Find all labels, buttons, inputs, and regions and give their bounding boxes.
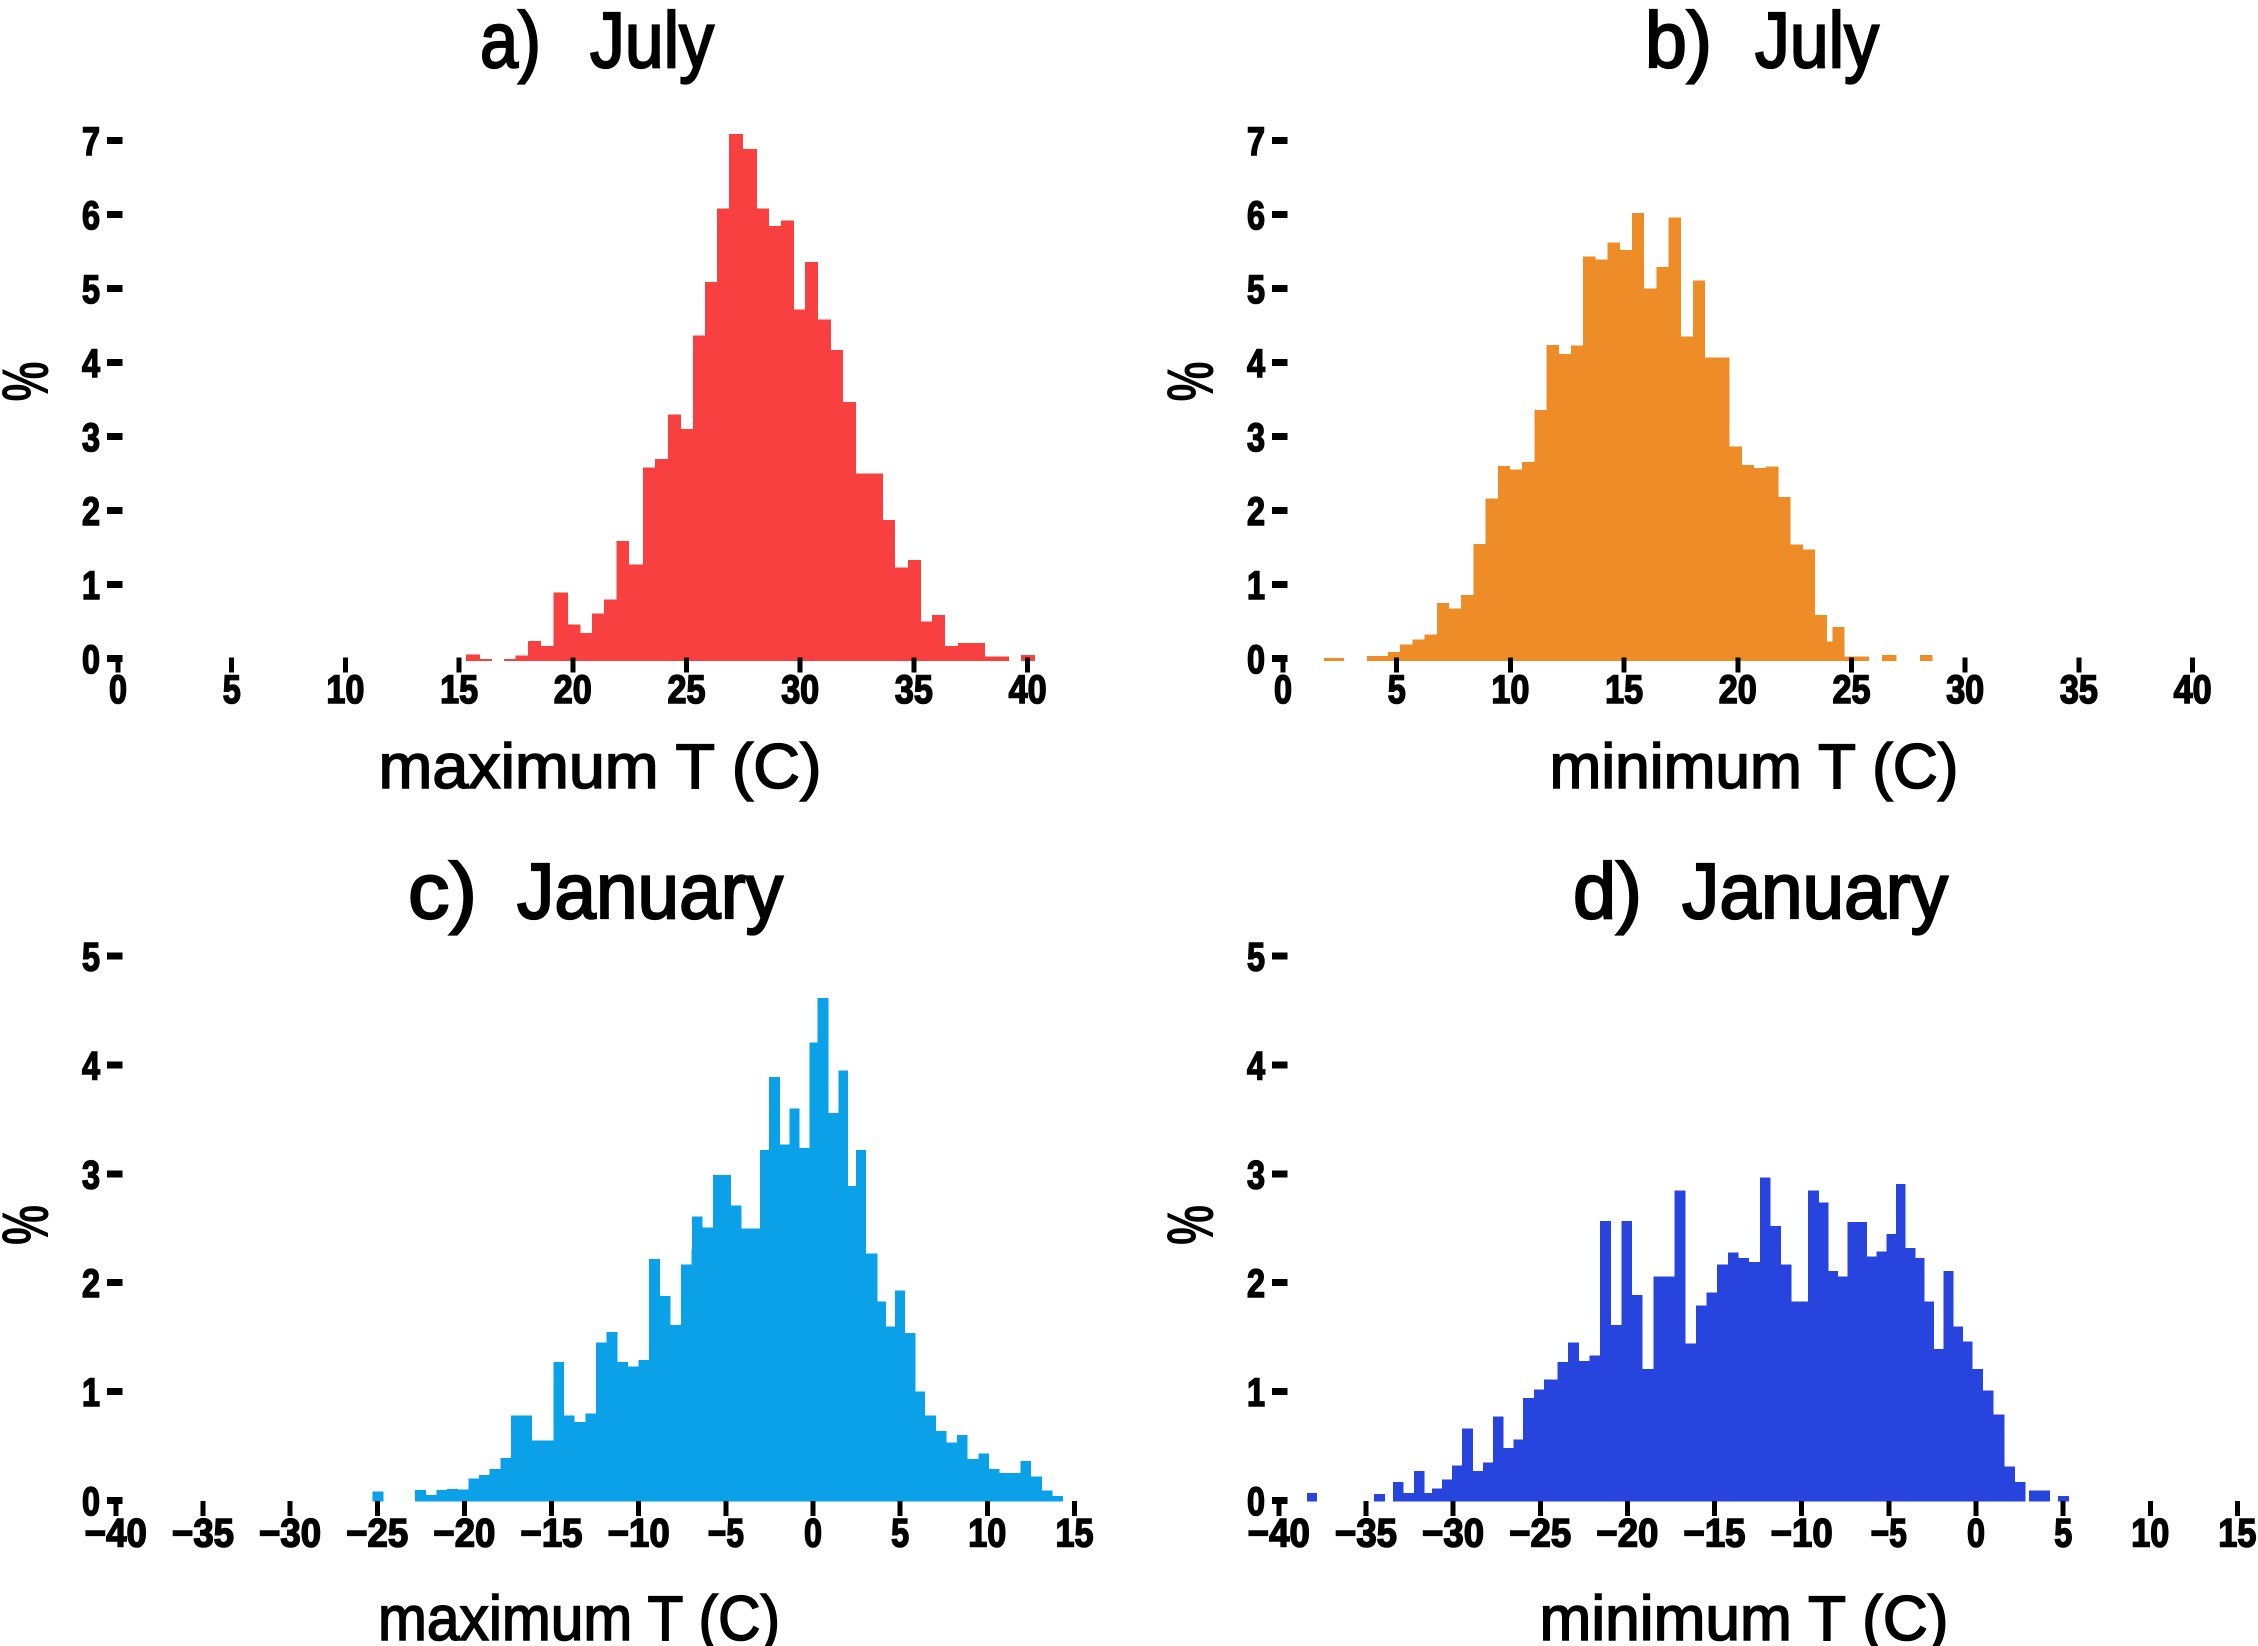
svg-text:2: 2 — [1247, 1262, 1265, 1306]
svg-text:0: 0 — [82, 638, 100, 682]
svg-text:1: 1 — [82, 564, 100, 608]
svg-text:5: 5 — [82, 936, 100, 980]
svg-text:−25: −25 — [1509, 1512, 1571, 1556]
svg-text:%: % — [0, 362, 62, 402]
svg-text:5: 5 — [82, 268, 100, 312]
svg-text:10: 10 — [1491, 668, 1529, 712]
svg-text:4: 4 — [82, 342, 101, 386]
svg-text:maximum T (C): maximum T (C) — [379, 732, 822, 802]
svg-text:7: 7 — [82, 120, 100, 164]
svg-text:0: 0 — [1274, 668, 1292, 712]
svg-text:−40: −40 — [1248, 1512, 1310, 1556]
svg-text:4: 4 — [1247, 342, 1266, 386]
svg-text:0: 0 — [109, 668, 127, 712]
svg-text:7: 7 — [1247, 120, 1265, 164]
svg-text:5: 5 — [223, 668, 241, 712]
svg-text:2: 2 — [82, 1262, 100, 1306]
svg-text:0: 0 — [1247, 1480, 1265, 1524]
svg-text:minimum T (C): minimum T (C) — [1550, 732, 1959, 802]
svg-text:−40: −40 — [85, 1512, 147, 1556]
svg-text:6: 6 — [1247, 194, 1265, 238]
svg-text:−10: −10 — [608, 1512, 670, 1556]
svg-text:6: 6 — [82, 194, 100, 238]
svg-text:30: 30 — [1946, 668, 1984, 712]
svg-text:c): c) — [408, 846, 477, 935]
svg-text:2: 2 — [82, 490, 100, 534]
svg-text:−35: −35 — [172, 1512, 234, 1556]
svg-text:15: 15 — [2218, 1512, 2256, 1556]
svg-text:25: 25 — [668, 668, 706, 712]
svg-text:5: 5 — [1388, 668, 1406, 712]
svg-text:d): d) — [1573, 846, 1642, 935]
svg-text:July: July — [590, 0, 714, 84]
svg-text:5: 5 — [2054, 1512, 2072, 1556]
svg-text:−30: −30 — [1422, 1512, 1484, 1556]
svg-text:5: 5 — [1247, 936, 1265, 980]
svg-text:−25: −25 — [346, 1512, 408, 1556]
svg-text:%: % — [1153, 1205, 1227, 1245]
svg-text:10: 10 — [326, 668, 364, 712]
svg-text:0: 0 — [1247, 638, 1265, 682]
svg-text:15: 15 — [1605, 668, 1643, 712]
svg-text:3: 3 — [1247, 416, 1265, 460]
svg-text:−10: −10 — [1771, 1512, 1833, 1556]
svg-text:4: 4 — [82, 1044, 101, 1088]
svg-text:minimum T (C): minimum T (C) — [1540, 1584, 1949, 1646]
svg-text:−20: −20 — [433, 1512, 495, 1556]
svg-text:40: 40 — [2174, 668, 2212, 712]
svg-text:−20: −20 — [1596, 1512, 1658, 1556]
svg-text:4: 4 — [1247, 1044, 1266, 1088]
svg-text:5: 5 — [891, 1512, 909, 1556]
svg-text:30: 30 — [781, 668, 819, 712]
svg-text:−15: −15 — [1684, 1512, 1746, 1556]
svg-text:−5: −5 — [1871, 1512, 1907, 1556]
svg-text:−30: −30 — [259, 1512, 321, 1556]
svg-text:1: 1 — [1247, 564, 1265, 608]
svg-text:−35: −35 — [1335, 1512, 1397, 1556]
svg-text:35: 35 — [895, 668, 933, 712]
svg-text:0: 0 — [82, 1480, 100, 1524]
svg-text:20: 20 — [554, 668, 592, 712]
svg-text:15: 15 — [1056, 1512, 1094, 1556]
svg-text:b): b) — [1645, 0, 1712, 84]
svg-text:3: 3 — [82, 416, 100, 460]
svg-text:5: 5 — [1247, 268, 1265, 312]
svg-text:15: 15 — [440, 668, 478, 712]
svg-text:10: 10 — [2131, 1512, 2169, 1556]
svg-text:a): a) — [480, 0, 541, 84]
svg-text:25: 25 — [1833, 668, 1871, 712]
svg-text:3: 3 — [1247, 1153, 1265, 1197]
svg-text:July: July — [1755, 0, 1879, 84]
svg-text:−5: −5 — [708, 1512, 744, 1556]
svg-text:1: 1 — [1247, 1371, 1265, 1415]
svg-text:35: 35 — [2060, 668, 2098, 712]
svg-text:%: % — [0, 1205, 62, 1245]
svg-text:40: 40 — [1009, 668, 1047, 712]
svg-text:20: 20 — [1719, 668, 1757, 712]
svg-text:January: January — [1682, 846, 1948, 935]
svg-text:10: 10 — [968, 1512, 1006, 1556]
svg-text:January: January — [517, 846, 783, 935]
svg-text:maximum T (C): maximum T (C) — [378, 1584, 780, 1646]
svg-text:0: 0 — [804, 1512, 822, 1556]
svg-text:−15: −15 — [521, 1512, 583, 1556]
svg-text:1: 1 — [82, 1371, 100, 1415]
svg-text:0: 0 — [1967, 1512, 1985, 1556]
svg-text:%: % — [1153, 362, 1227, 402]
svg-text:2: 2 — [1247, 490, 1265, 534]
svg-text:3: 3 — [82, 1153, 100, 1197]
